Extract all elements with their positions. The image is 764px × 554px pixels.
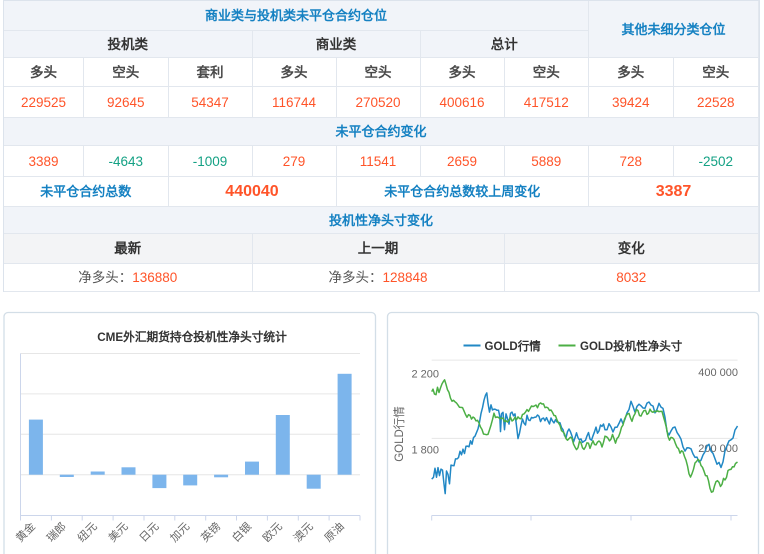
svg-text:GOLD投机性净头寸: GOLD投机性净头寸 [580,339,683,353]
svg-text:GOLD行情: GOLD行情 [393,406,406,462]
svg-text:1 800: 1 800 [411,445,439,457]
svg-text:CME外汇期货持仓投机性净头寸统计: CME外汇期货持仓投机性净头寸统计 [97,330,287,344]
svg-text:400 000: 400 000 [698,367,738,379]
svg-text:GOLD行情: GOLD行情 [485,339,542,353]
svg-text:200 000: 200 000 [698,443,738,455]
svg-text:2 200: 2 200 [411,369,439,381]
